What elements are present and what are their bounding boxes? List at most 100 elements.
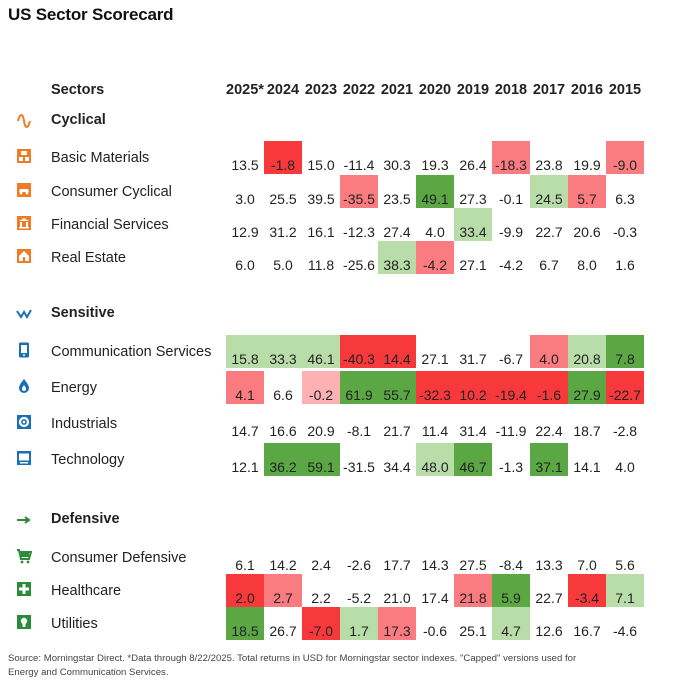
value-text: -18.3	[495, 157, 527, 173]
value-text: 12.1	[231, 459, 259, 475]
value-text: -6.7	[498, 351, 524, 367]
value-text: 30.3	[383, 157, 411, 173]
value-text: -2.6	[346, 557, 372, 573]
value-cell: 18.7	[568, 407, 606, 440]
value-cell: -4.6	[606, 607, 644, 640]
value-text: 14.1	[573, 459, 601, 475]
energy-icon	[16, 378, 32, 394]
value-cell: -4.2	[492, 241, 530, 274]
value-text: 6.6	[273, 387, 293, 403]
value-cell: 14.3	[416, 541, 454, 574]
row-label-basic-materials: Basic Materials	[51, 150, 150, 166]
value-cell: -6.7	[492, 335, 530, 368]
value-text: -4.2	[422, 257, 448, 273]
value-cell: 1.7	[340, 607, 378, 640]
value-cell: 46.7	[454, 443, 492, 476]
value-text: 37.1	[535, 459, 563, 475]
value-text: 4.1	[235, 387, 255, 403]
value-cell: 14.7	[226, 407, 264, 440]
value-cell: -0.3	[606, 208, 644, 241]
value-cell: -9.9	[492, 208, 530, 241]
value-text: 12.6	[535, 623, 563, 639]
value-cell: 5.6	[606, 541, 644, 574]
value-cell: 26.7	[264, 607, 302, 640]
value-cell: 34.4	[378, 443, 416, 476]
value-text: 5.0	[273, 257, 293, 273]
row-label-industrials: Industrials	[51, 416, 118, 432]
value-cell: 12.6	[530, 607, 568, 640]
value-cell: 21.0	[378, 574, 416, 607]
value-cell: 20.9	[302, 407, 340, 440]
value-cell: -11.9	[492, 407, 530, 440]
row-label-financial-services: Financial Services	[51, 217, 169, 233]
value-cell: -32.3	[416, 371, 454, 404]
value-text: -1.8	[270, 157, 296, 173]
utilities-icon	[16, 614, 32, 630]
value-cell: -4.2	[416, 241, 454, 274]
value-text: 22.7	[535, 224, 563, 240]
value-cell: -7.0	[302, 607, 340, 640]
value-text: 4.7	[501, 623, 521, 639]
value-cell: 10.2	[454, 371, 492, 404]
value-cell: -1.3	[492, 443, 530, 476]
value-cell: 22.7	[530, 574, 568, 607]
value-text: 25.1	[459, 623, 487, 639]
value-text: 6.3	[615, 191, 635, 207]
value-text: 27.9	[573, 387, 601, 403]
value-text: 14.3	[421, 557, 449, 573]
value-cell: 6.6	[264, 371, 302, 404]
value-cell: 21.7	[378, 407, 416, 440]
value-text: -35.5	[343, 191, 375, 207]
value-text: 13.3	[535, 557, 563, 573]
value-cell: -22.7	[606, 371, 644, 404]
value-cell: 36.2	[264, 443, 302, 476]
value-text: 6.1	[235, 557, 255, 573]
value-text: 1.7	[349, 623, 369, 639]
value-text: 59.1	[307, 459, 335, 475]
value-cell: -35.5	[340, 175, 378, 208]
value-text: -7.0	[308, 623, 334, 639]
value-text: 25.5	[269, 191, 297, 207]
value-cell: 4.0	[530, 335, 568, 368]
value-cell: 61.9	[340, 371, 378, 404]
value-cell: -0.1	[492, 175, 530, 208]
row-label-energy: Energy	[51, 380, 97, 396]
year-header-2019: 2019	[456, 82, 490, 98]
group-label-defensive: Defensive	[51, 511, 120, 527]
value-cell: 7.0	[568, 541, 606, 574]
value-text: -32.3	[419, 387, 451, 403]
value-text: -9.0	[612, 157, 638, 173]
real-estate-icon	[16, 248, 32, 264]
value-cell: 7.1	[606, 574, 644, 607]
value-text: 7.0	[577, 557, 597, 573]
value-text: 39.5	[307, 191, 335, 207]
value-cell: 31.7	[454, 335, 492, 368]
value-cell: 14.1	[568, 443, 606, 476]
value-text: 17.4	[421, 590, 449, 606]
value-text: 61.9	[345, 387, 373, 403]
value-text: 14.4	[383, 351, 411, 367]
value-text: 2.0	[235, 590, 255, 606]
value-cell: -1.6	[530, 371, 568, 404]
value-text: 7.8	[615, 351, 635, 367]
row-label-consumer-cyclical: Consumer Cyclical	[51, 184, 172, 200]
cyclical-wave-icon	[16, 113, 32, 129]
value-cell: 17.3	[378, 607, 416, 640]
value-text: 48.0	[421, 459, 449, 475]
row-label-communication-services: Communication Services	[51, 344, 212, 360]
value-cell: -2.6	[340, 541, 378, 574]
value-cell: 23.5	[378, 175, 416, 208]
value-text: 10.2	[459, 387, 487, 403]
value-cell: 16.6	[264, 407, 302, 440]
value-text: 36.2	[269, 459, 297, 475]
value-cell: 5.7	[568, 175, 606, 208]
value-cell: 19.3	[416, 141, 454, 174]
value-text: -8.1	[346, 423, 372, 439]
value-cell: -3.4	[568, 574, 606, 607]
year-header-2023: 2023	[304, 82, 338, 98]
value-cell: -2.8	[606, 407, 644, 440]
value-text: 46.7	[459, 459, 487, 475]
value-cell: 2.2	[302, 574, 340, 607]
value-cell: 27.4	[378, 208, 416, 241]
value-cell: 33.3	[264, 335, 302, 368]
